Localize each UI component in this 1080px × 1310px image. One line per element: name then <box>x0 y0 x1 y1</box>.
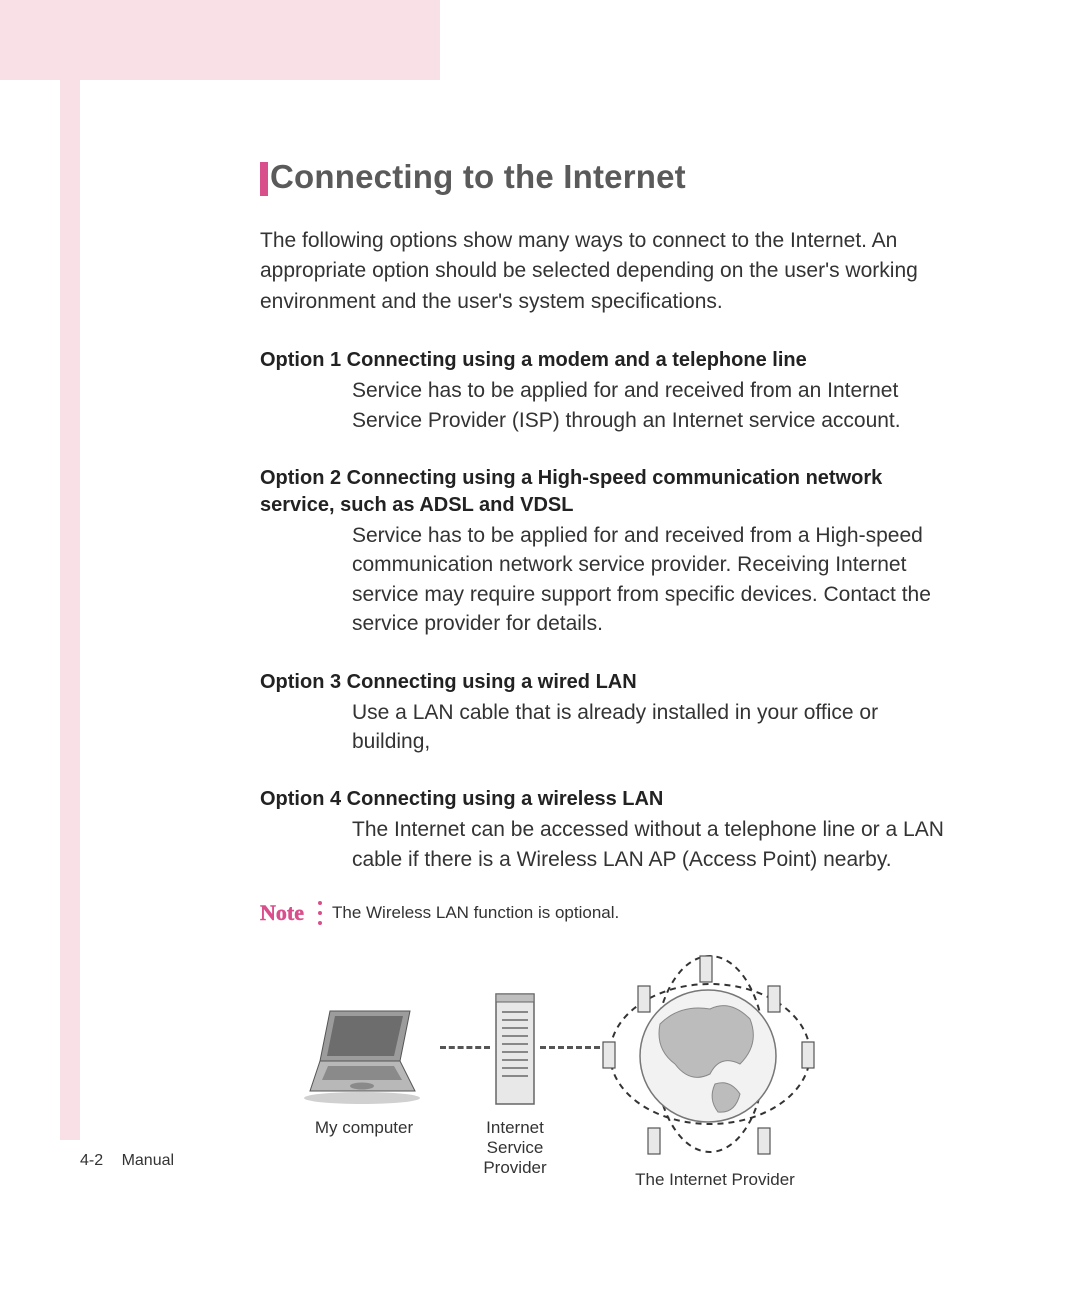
title-accent-bar <box>260 162 268 196</box>
option-block: Option 1 Connecting using a modem and a … <box>260 347 960 435</box>
globe-icon <box>600 954 820 1169</box>
option-heading: Option 4 Connecting using a wireless LAN <box>260 786 960 813</box>
globe-caption: The Internet Provider <box>630 1170 800 1190</box>
server-caption: Internet Service Provider <box>460 1118 570 1178</box>
note-row: Note The Wireless LAN function is option… <box>260 900 960 926</box>
option-heading: Option 3 Connecting using a wired LAN <box>260 669 960 696</box>
dash-connector <box>440 1046 490 1049</box>
intro-paragraph: The following options show many ways to … <box>260 226 960 317</box>
option-heading: Option 1 Connecting using a modem and a … <box>260 347 960 374</box>
connection-diagram: My computer Internet Service Provider Th… <box>260 966 960 1206</box>
server-icon <box>492 990 538 1115</box>
option-block: Option 3 Connecting using a wired LAN Us… <box>260 669 960 757</box>
option-heading-text: Option 2 Connecting using a High-speed c… <box>260 467 882 516</box>
title-row: Connecting to the Internet <box>260 158 960 196</box>
footer-label: Manual <box>122 1152 174 1169</box>
option-block: Option 4 Connecting using a wireless LAN… <box>260 786 960 874</box>
note-label: Note <box>260 900 304 926</box>
note-text: The Wireless LAN function is optional. <box>332 903 619 923</box>
page-title: Connecting to the Internet <box>270 158 686 195</box>
page-content: Connecting to the Internet The following… <box>260 158 960 1206</box>
option-body: Service has to be applied for and receiv… <box>352 376 960 435</box>
option-heading: Option 2 Connecting using a High-speed c… <box>260 465 960 519</box>
option-body: Use a LAN cable that is already installe… <box>352 698 960 757</box>
left-pink-bar <box>60 80 80 1140</box>
laptop-caption: My computer <box>304 1118 424 1138</box>
option-body: The Internet can be accessed without a t… <box>352 815 960 874</box>
option-block: Option 2 Connecting using a High-speed c… <box>260 465 960 639</box>
page-number: 4-2 <box>80 1152 103 1169</box>
header-pink-block <box>0 0 440 80</box>
laptop-icon <box>300 1006 430 1111</box>
dash-connector <box>540 1046 600 1049</box>
option-body: Service has to be applied for and receiv… <box>352 521 960 639</box>
page-footer: 4-2 Manual <box>80 1152 174 1170</box>
note-dots-icon <box>318 901 322 925</box>
